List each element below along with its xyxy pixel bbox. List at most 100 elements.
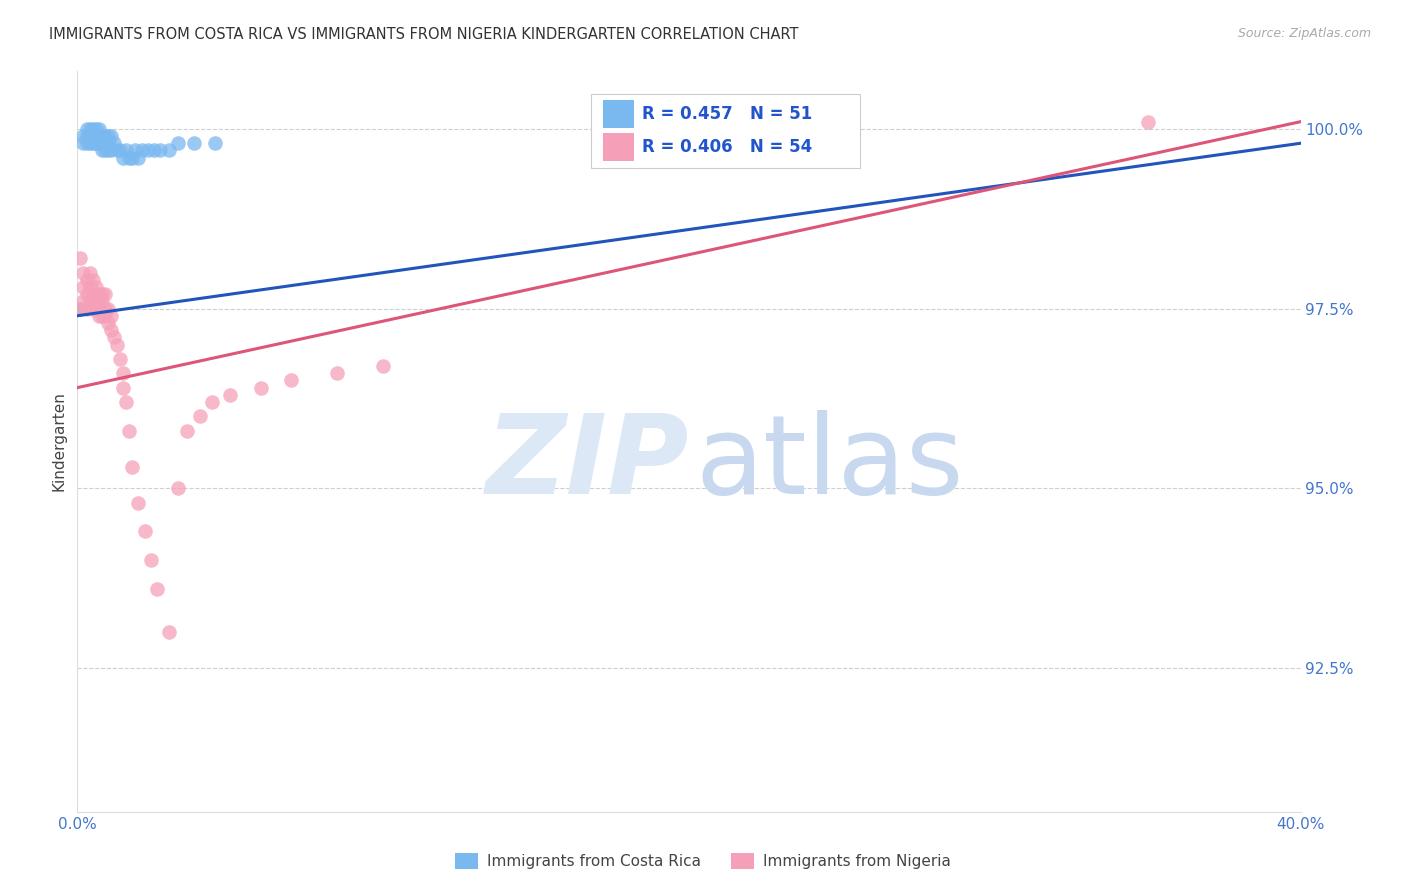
Point — [105, 144, 128, 158]
Point — [82, 287, 104, 301]
Point — [90, 287, 112, 301]
Point — [100, 309, 122, 323]
Point — [87, 129, 110, 144]
Point — [87, 294, 110, 309]
Point — [84, 294, 107, 309]
Point — [90, 309, 112, 323]
Point — [76, 129, 98, 144]
Point — [136, 144, 159, 158]
Point — [72, 266, 94, 280]
Point — [69, 301, 91, 316]
Point — [326, 366, 349, 380]
Legend: Immigrants from Costa Rica, Immigrants from Nigeria: Immigrants from Costa Rica, Immigrants f… — [449, 847, 957, 875]
FancyBboxPatch shape — [603, 133, 634, 161]
Point — [76, 121, 98, 136]
Point — [76, 301, 98, 316]
Point — [219, 388, 242, 402]
Point — [112, 151, 135, 165]
Point — [87, 129, 110, 144]
Point — [250, 381, 273, 395]
Point — [97, 301, 120, 316]
Point — [90, 129, 112, 144]
Point — [371, 359, 394, 373]
Point — [124, 144, 146, 158]
Point — [84, 129, 107, 144]
Point — [94, 136, 117, 151]
Point — [108, 144, 131, 158]
Point — [84, 136, 107, 151]
Point — [112, 366, 135, 380]
Point — [201, 395, 224, 409]
Text: IMMIGRANTS FROM COSTA RICA VS IMMIGRANTS FROM NIGERIA KINDERGARTEN CORRELATION C: IMMIGRANTS FROM COSTA RICA VS IMMIGRANTS… — [49, 27, 799, 42]
Point — [167, 481, 190, 495]
Point — [115, 144, 138, 158]
Point — [183, 136, 205, 151]
Text: R = 0.406   N = 54: R = 0.406 N = 54 — [643, 138, 813, 156]
Point — [94, 129, 117, 144]
Point — [100, 144, 122, 158]
Point — [118, 424, 141, 438]
Point — [1136, 114, 1159, 128]
Point — [94, 309, 117, 323]
Point — [97, 144, 120, 158]
Point — [87, 287, 110, 301]
Point — [94, 287, 117, 301]
Point — [79, 136, 101, 151]
Point — [121, 151, 143, 165]
Point — [97, 136, 120, 151]
Point — [72, 136, 94, 151]
Point — [90, 136, 112, 151]
Point — [131, 144, 153, 158]
Point — [176, 424, 198, 438]
Point — [87, 121, 110, 136]
Point — [112, 381, 135, 395]
Point — [90, 144, 112, 158]
Point — [97, 136, 120, 151]
Point — [79, 121, 101, 136]
Text: ZIP: ZIP — [485, 410, 689, 517]
Point — [82, 136, 104, 151]
Point — [69, 252, 91, 266]
Point — [142, 144, 165, 158]
Point — [139, 553, 162, 567]
Point — [76, 287, 98, 301]
Text: Source: ZipAtlas.com: Source: ZipAtlas.com — [1237, 27, 1371, 40]
Point — [94, 301, 117, 316]
FancyBboxPatch shape — [603, 100, 634, 128]
Point — [167, 136, 190, 151]
Point — [121, 459, 143, 474]
Point — [127, 151, 149, 165]
Text: atlas: atlas — [695, 410, 963, 517]
Point — [82, 121, 104, 136]
Point — [84, 280, 107, 294]
Point — [84, 136, 107, 151]
Point — [97, 129, 120, 144]
Point — [72, 129, 94, 144]
Point — [108, 351, 131, 366]
Point — [90, 294, 112, 309]
Point — [149, 144, 172, 158]
Point — [103, 136, 125, 151]
Y-axis label: Kindergarten: Kindergarten — [51, 392, 66, 491]
Point — [157, 144, 180, 158]
Point — [115, 395, 138, 409]
Point — [87, 136, 110, 151]
Point — [100, 323, 122, 337]
Point — [82, 129, 104, 144]
Point — [84, 301, 107, 316]
Point — [79, 129, 101, 144]
Point — [69, 301, 91, 316]
Point — [103, 330, 125, 344]
Point — [280, 374, 302, 388]
Point — [72, 280, 94, 294]
Point — [76, 273, 98, 287]
Point — [118, 151, 141, 165]
Point — [84, 129, 107, 144]
Point — [79, 266, 101, 280]
Text: R = 0.457   N = 51: R = 0.457 N = 51 — [643, 105, 813, 123]
Point — [84, 121, 107, 136]
Point — [94, 144, 117, 158]
Point — [157, 625, 180, 640]
FancyBboxPatch shape — [591, 94, 860, 168]
Point — [100, 129, 122, 144]
